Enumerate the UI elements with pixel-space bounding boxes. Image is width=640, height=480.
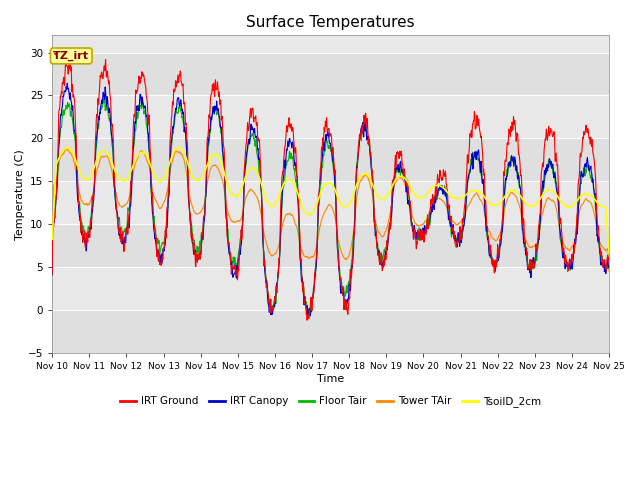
- Text: TZ_irt: TZ_irt: [53, 51, 90, 61]
- Bar: [52, 138, 609, 181]
- Bar: [52, 310, 609, 353]
- Title: Surface Temperatures: Surface Temperatures: [246, 15, 415, 30]
- Y-axis label: Temperature (C): Temperature (C): [15, 149, 25, 240]
- Legend: IRT Ground, IRT Canopy, Floor Tair, Tower TAir, TsoilD_2cm: IRT Ground, IRT Canopy, Floor Tair, Towe…: [116, 392, 545, 411]
- X-axis label: Time: Time: [317, 374, 344, 384]
- Bar: [52, 224, 609, 267]
- Bar: [52, 52, 609, 96]
